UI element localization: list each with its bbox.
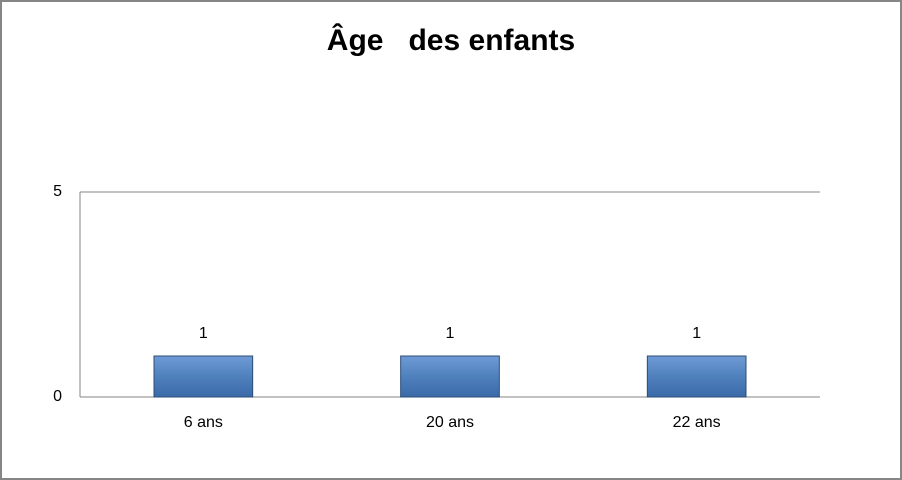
bar — [646, 355, 747, 398]
x-tick-label: 20 ans — [426, 414, 474, 431]
x-tick-label: 6 ans — [184, 414, 223, 431]
bar — [400, 355, 500, 398]
value-label: 1 — [199, 325, 208, 342]
chart-title: Âge des enfants — [327, 23, 575, 57]
bar — [153, 355, 254, 398]
y-tick-label: 5 — [53, 183, 62, 200]
value-label: 1 — [446, 325, 455, 342]
value-label: 1 — [692, 325, 701, 342]
y-tick-label: 0 — [53, 388, 62, 405]
x-tick-label: 22 ans — [673, 414, 721, 431]
